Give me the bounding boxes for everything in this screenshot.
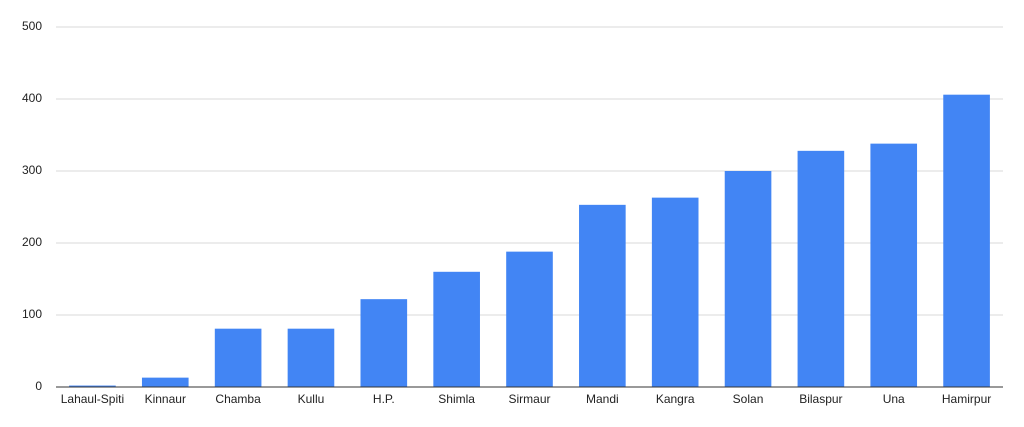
x-tick-label: Chamba [215, 392, 261, 406]
y-tick-label: 200 [22, 235, 42, 249]
bar [651, 197, 699, 387]
y-tick-label: 400 [22, 91, 42, 105]
bar [141, 377, 189, 387]
bar [214, 328, 262, 387]
x-tick-label: Shimla [438, 392, 475, 406]
bar [579, 204, 626, 387]
x-tick-label: Bilaspur [799, 392, 842, 406]
x-tick-label: Una [883, 392, 905, 406]
x-tick-label: Solan [733, 392, 764, 406]
bar [797, 150, 845, 387]
y-tick-label: 0 [35, 379, 42, 393]
bar [724, 171, 772, 387]
x-tick-label: H.P. [373, 392, 395, 406]
x-tick-label: Sirmaur [508, 392, 550, 406]
x-tick-label: Lahaul-Spiti [61, 392, 124, 406]
bar [287, 328, 335, 387]
x-tick-label: Mandi [586, 392, 619, 406]
y-tick-label: 300 [22, 163, 42, 177]
bar [69, 385, 116, 387]
x-tick-label: Kangra [656, 392, 695, 406]
bar [360, 299, 408, 387]
x-tick-label: Hamirpur [942, 392, 991, 406]
y-tick-label: 500 [22, 19, 42, 33]
bar [870, 143, 918, 387]
bar [506, 251, 553, 387]
y-tick-label: 100 [22, 307, 42, 321]
x-tick-label: Kullu [298, 392, 325, 406]
bar [943, 94, 990, 388]
bar [433, 271, 480, 387]
x-tick-label: Kinnaur [145, 392, 186, 406]
